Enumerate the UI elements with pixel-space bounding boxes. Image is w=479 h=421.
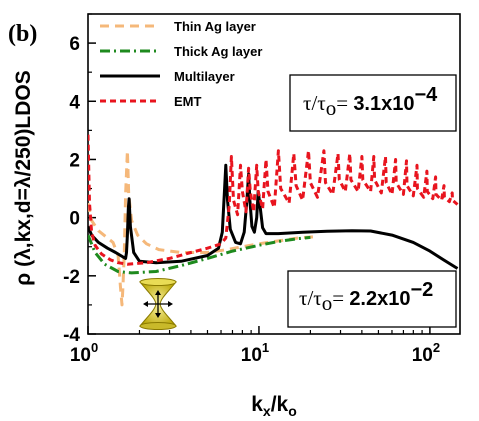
legend: Thin Ag layer Thick Ag layer Multilayer EMT [100,19,262,109]
series-line [88,149,318,307]
x-tick-label: 101 [241,340,269,366]
annotation-lhs-sub: o [326,96,337,120]
series-line [88,134,459,266]
annotation-lhs: τ/τ [299,286,322,310]
annotation-eq: = [336,91,353,115]
plot-area [87,13,461,335]
annotation-exp: −4 [414,84,438,106]
y-tick-label: -4 [63,325,80,346]
hyperbolic-cone-icon [138,278,178,330]
panel-label: (b) [8,21,37,47]
y-tick-label: -2 [63,267,80,288]
legend-label: Thin Ag layer [174,19,256,34]
legend-label: Thick Ag layer [174,44,262,59]
axis-ticks: -4 -2 0 2 4 6 100 101 102 [63,13,440,366]
x-axis-title: kx/ko [251,393,297,419]
y-tick-label: 0 [69,209,80,230]
legend-label: Multilayer [174,69,235,84]
annotation-box-top: τ/τo= 3.1x10−4 [289,74,457,132]
y-tick-label: 4 [69,92,80,113]
annotation-eq: = [332,286,349,310]
annotation-exp: −2 [410,279,433,301]
x-tick-label: 100 [70,340,98,366]
x-tick-label: 102 [412,340,440,366]
svg-text:τ/τo= 2.2x10−2: τ/τo= 2.2x10−2 [299,279,433,315]
y-tick-label: 6 [69,34,80,55]
annotation-lhs: τ/τ [303,91,326,115]
annotation-box-bottom: τ/τo= 2.2x10−2 [287,270,457,328]
svg-text:τ/τo= 3.1x10−4: τ/τo= 3.1x10−4 [303,84,438,120]
y-axis-title: ρ (λ,kx,d=λ/250)LDOS [12,70,35,286]
annotation-value: 2.2x10 [349,288,410,310]
series-line [88,163,459,270]
annotation-value: 3.1x10 [353,93,414,115]
legend-label: EMT [174,94,202,109]
series-layer [88,134,459,307]
annotation-lhs-sub: o [322,291,333,315]
y-tick-label: 2 [69,150,80,171]
